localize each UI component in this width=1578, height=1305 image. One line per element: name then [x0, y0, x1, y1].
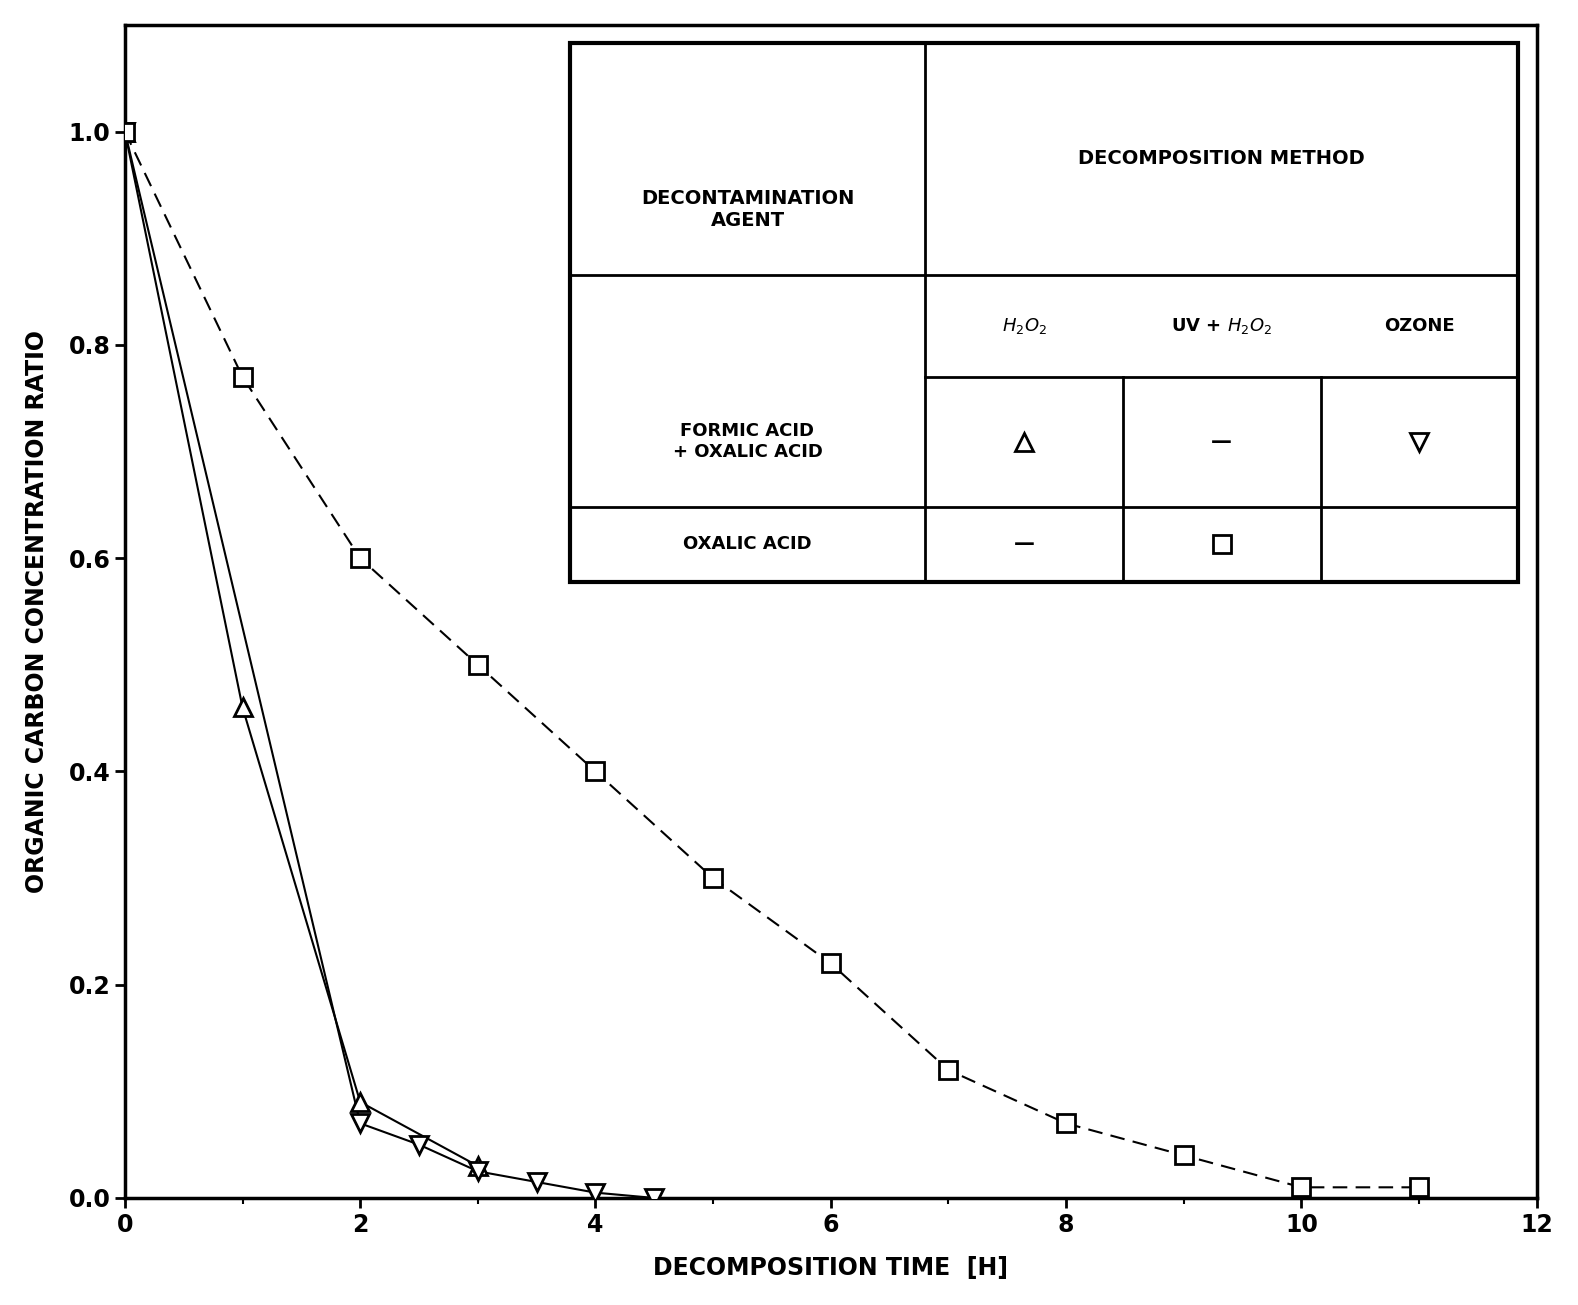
Text: DECONTAMINATION
AGENT: DECONTAMINATION AGENT — [641, 189, 854, 231]
Text: —: — — [1212, 432, 1232, 452]
Text: OXALIC ACID: OXALIC ACID — [683, 535, 811, 553]
Text: —: — — [1013, 534, 1035, 555]
Text: UV + $H_2O_2$: UV + $H_2O_2$ — [1171, 316, 1272, 335]
Text: DECOMPOSITION METHOD: DECOMPOSITION METHOD — [1078, 149, 1365, 168]
Text: OZONE: OZONE — [1384, 317, 1455, 335]
Y-axis label: ORGANIC CARBON CONCENTRATION RATIO: ORGANIC CARBON CONCENTRATION RATIO — [25, 330, 49, 893]
Text: FORMIC ACID
+ OXALIC ACID: FORMIC ACID + OXALIC ACID — [672, 423, 822, 461]
X-axis label: DECOMPOSITION TIME  [H]: DECOMPOSITION TIME [H] — [653, 1255, 1008, 1280]
Text: $H_2O_2$: $H_2O_2$ — [1002, 316, 1046, 335]
Bar — [570, 43, 1518, 582]
